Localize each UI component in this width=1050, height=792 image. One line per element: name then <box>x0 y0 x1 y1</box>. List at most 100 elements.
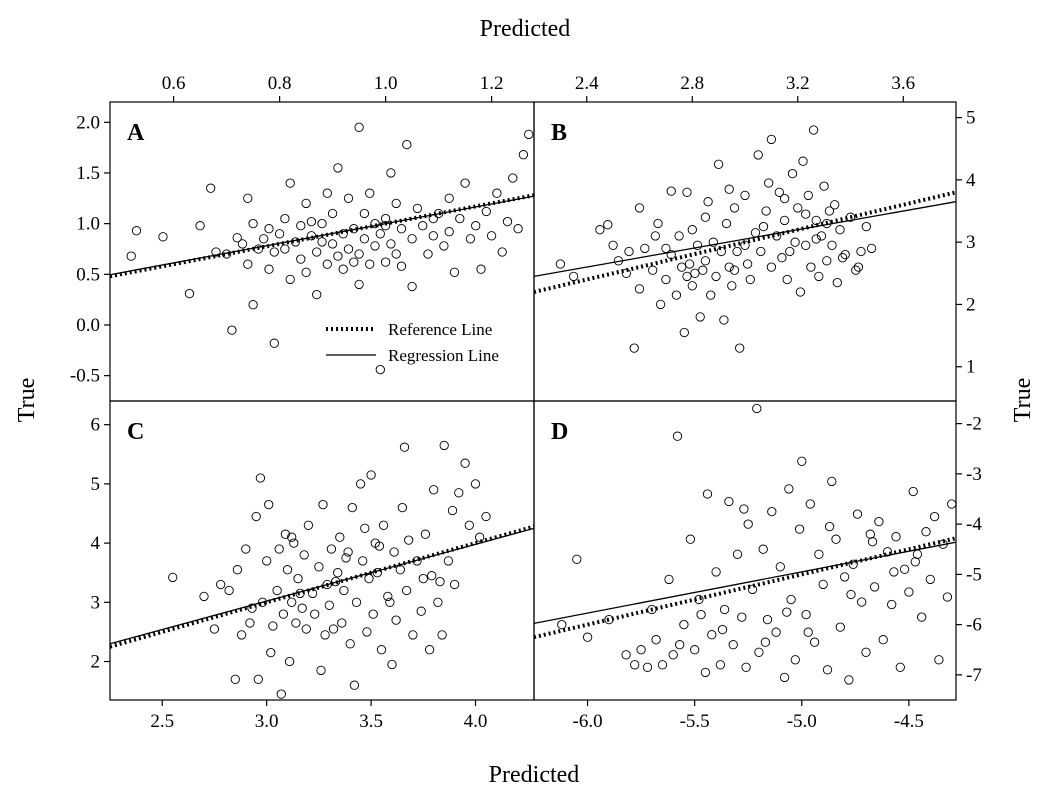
y-tick-label-c-0: 6 <box>91 415 101 436</box>
y-tick-label-a-3: 0.5 <box>76 264 100 285</box>
reference-line-b <box>534 190 956 294</box>
data-point-c-48 <box>345 639 355 649</box>
data-point-b-54 <box>782 274 792 285</box>
y-tick-label-d-0: -2 <box>966 414 982 435</box>
data-point-c-95 <box>245 618 255 628</box>
data-point-a-22 <box>280 213 290 224</box>
data-point-c-63 <box>383 591 393 602</box>
data-point-a-34 <box>322 259 332 269</box>
data-point-a-72 <box>444 193 454 203</box>
regression-line-a <box>110 195 534 276</box>
data-point-b-33 <box>716 246 726 257</box>
data-point-d-54 <box>844 675 854 685</box>
data-point-c-46 <box>339 585 349 596</box>
data-point-d-20 <box>707 630 717 640</box>
data-point-a-13 <box>248 218 258 229</box>
regression-line-b <box>534 201 956 278</box>
data-point-b-16 <box>671 290 682 300</box>
data-point-a-49 <box>359 208 370 219</box>
data-point-b-70 <box>827 240 837 250</box>
data-point-a-87 <box>518 150 529 160</box>
data-point-b-26 <box>698 265 708 275</box>
data-point-a-56 <box>380 257 391 267</box>
data-point-a-62 <box>396 224 407 234</box>
data-point-d-51 <box>831 534 841 544</box>
data-point-d-64 <box>887 599 897 610</box>
y-tick-label-c-1: 5 <box>91 474 101 495</box>
data-point-d-89 <box>889 567 899 577</box>
data-point-d-67 <box>899 564 910 574</box>
data-point-d-43 <box>797 456 807 466</box>
data-point-a-19 <box>269 247 279 257</box>
data-point-c-69 <box>399 442 410 452</box>
data-point-a-30 <box>306 231 317 241</box>
data-point-a-11 <box>243 259 253 269</box>
data-point-c-66 <box>391 615 401 625</box>
data-point-a-37 <box>327 208 338 219</box>
data-point-d-0 <box>557 619 567 630</box>
data-point-a-35 <box>322 188 332 198</box>
data-point-b-73 <box>835 225 845 235</box>
data-point-d-40 <box>786 594 796 605</box>
data-point-b-10 <box>648 265 658 275</box>
data-point-a-74 <box>449 267 460 277</box>
data-point-d-52 <box>835 622 845 632</box>
data-point-c-24 <box>284 656 295 667</box>
data-point-c-40 <box>324 600 334 610</box>
data-point-d-22 <box>715 660 726 670</box>
data-point-a-15 <box>259 234 269 244</box>
data-point-c-81 <box>439 440 449 451</box>
data-point-c-34 <box>310 609 320 619</box>
data-point-b-11 <box>653 218 663 229</box>
data-point-a-85 <box>508 173 518 183</box>
data-point-c-6 <box>232 565 243 575</box>
x-tick-label-c-1: 3.0 <box>255 711 279 732</box>
data-point-c-71 <box>404 535 414 545</box>
data-point-c-3 <box>216 579 226 590</box>
data-point-c-75 <box>420 529 431 539</box>
data-point-b-13 <box>661 274 671 285</box>
data-point-c-67 <box>395 565 405 575</box>
data-point-a-64 <box>407 281 417 292</box>
top-x-axis-title: Predicted <box>480 16 571 42</box>
data-point-b-61 <box>803 190 813 201</box>
data-point-b-86 <box>764 178 774 188</box>
data-point-a-5 <box>206 183 216 193</box>
data-point-d-18 <box>700 667 711 678</box>
data-point-d-44 <box>801 609 811 620</box>
data-point-c-52 <box>355 479 366 489</box>
data-point-d-50 <box>827 476 837 487</box>
data-point-c-56 <box>364 573 374 584</box>
data-point-c-90 <box>481 511 491 522</box>
data-point-a-66 <box>412 203 423 214</box>
data-point-b-29 <box>706 290 716 300</box>
data-point-a-12 <box>248 300 258 310</box>
data-point-d-66 <box>895 662 905 672</box>
data-point-d-23 <box>719 604 730 615</box>
data-point-d-65 <box>891 532 901 542</box>
data-point-b-28 <box>703 197 713 207</box>
data-point-b-98 <box>853 262 864 272</box>
data-point-c-9 <box>247 603 257 613</box>
data-point-a-24 <box>285 178 295 188</box>
data-point-c-65 <box>389 547 399 557</box>
data-point-a-80 <box>481 206 491 217</box>
data-point-d-77 <box>942 592 953 602</box>
data-point-b-91 <box>661 243 671 254</box>
data-point-a-88 <box>524 129 534 140</box>
data-point-a-55 <box>375 229 385 239</box>
data-point-a-40 <box>338 229 348 239</box>
data-point-a-67 <box>418 221 428 231</box>
data-point-c-5 <box>230 674 240 684</box>
data-point-b-31 <box>711 271 721 282</box>
data-point-a-79 <box>476 264 486 274</box>
data-point-d-10 <box>657 660 668 670</box>
data-point-b-87 <box>785 246 795 257</box>
data-point-a-61 <box>391 198 401 209</box>
data-point-a-29 <box>301 198 311 209</box>
data-point-b-23 <box>687 225 697 235</box>
y-tick-label-c-2: 4 <box>91 533 101 554</box>
data-point-b-77 <box>856 246 866 257</box>
data-point-d-24 <box>724 496 734 507</box>
data-point-c-7 <box>236 630 247 640</box>
